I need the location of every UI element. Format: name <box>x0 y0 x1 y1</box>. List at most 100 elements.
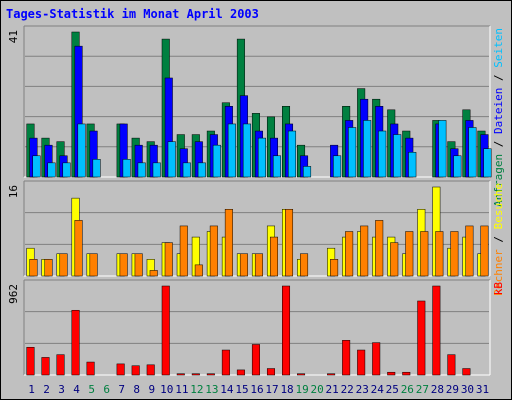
bar-kb-day-16 <box>251 344 260 376</box>
bar-seiten-day-23 <box>363 120 372 178</box>
bar-kb-day-3 <box>56 354 65 376</box>
bar-seiten-day-29 <box>453 155 462 178</box>
x-tick-label-day-26: 26 <box>401 383 414 396</box>
bar-rechner-day-22 <box>345 231 354 277</box>
x-tick-label-day-1: 1 <box>28 383 35 396</box>
legend-separator: / <box>492 229 505 249</box>
bar-seiten-day-31 <box>483 148 492 178</box>
x-tick-label-day-29: 29 <box>446 383 459 396</box>
bar-rechner-day-11 <box>179 225 188 277</box>
legend-entry-seiten: Seiten <box>492 28 505 68</box>
bar-rechner-day-16 <box>254 253 263 277</box>
bar-rechner-day-17 <box>269 236 278 277</box>
bar-kb-day-2 <box>41 357 50 376</box>
bar-rechner-day-19 <box>300 253 309 277</box>
legend-middle: Rechner / Besuche <box>492 183 505 296</box>
bar-rechner-day-25 <box>390 242 399 277</box>
bar-kb-day-11 <box>176 373 185 376</box>
x-tick-label-day-28: 28 <box>431 383 444 396</box>
bar-kb-day-21 <box>327 373 336 376</box>
bar-seiten-day-22 <box>348 127 357 178</box>
bar-seiten-day-15 <box>242 123 251 178</box>
legend-separator: / <box>492 68 505 88</box>
bar-rechner-day-28 <box>435 231 444 277</box>
bar-seiten-day-9 <box>152 162 161 178</box>
bar-rechner-day-18 <box>285 209 294 277</box>
bar-kb-day-12 <box>191 373 200 376</box>
legend-top: Anfragen / Dateien / Seiten <box>492 28 505 207</box>
bar-rechner-day-26 <box>405 231 414 277</box>
bar-seiten-day-30 <box>468 127 477 178</box>
bar-rechner-day-15 <box>239 253 248 277</box>
x-tick-label-day-3: 3 <box>58 383 65 396</box>
x-tick-label-day-23: 23 <box>356 383 369 396</box>
x-tick-label-day-8: 8 <box>133 383 140 396</box>
x-tick-label-day-2: 2 <box>43 383 50 396</box>
x-tick-label-day-17: 17 <box>265 383 278 396</box>
bar-kb-day-9 <box>146 364 155 376</box>
bar-kb-day-7 <box>116 363 125 376</box>
x-tick-label-day-13: 13 <box>205 383 218 396</box>
bar-rechner-day-2 <box>44 259 53 277</box>
x-tick-label-day-5: 5 <box>88 383 95 396</box>
bar-kb-day-22 <box>342 340 351 376</box>
legend-separator: / <box>492 134 505 154</box>
bar-seiten-day-4 <box>77 123 86 178</box>
bar-rechner-day-8 <box>134 253 143 277</box>
bar-seiten-day-10 <box>167 141 176 178</box>
bar-kb-day-15 <box>236 369 245 376</box>
bar-seiten-day-7 <box>122 159 131 178</box>
bar-seiten-day-28 <box>438 120 447 178</box>
bar-seiten-day-1 <box>32 155 41 178</box>
bar-rechner-day-9 <box>149 270 158 277</box>
legend-entry-besuche: Besuche <box>492 183 505 229</box>
x-tick-label-day-4: 4 <box>73 383 80 396</box>
bar-kb-day-13 <box>206 373 215 376</box>
bar-rechner-day-21 <box>330 259 339 277</box>
bar-rechner-day-30 <box>465 225 474 277</box>
bar-seiten-day-3 <box>62 162 71 178</box>
x-tick-label-day-18: 18 <box>280 383 293 396</box>
bar-kb-day-24 <box>372 342 381 376</box>
x-tick-label-day-6: 6 <box>103 383 110 396</box>
x-tick-label-day-30: 30 <box>461 383 474 396</box>
bar-kb-day-29 <box>447 354 456 376</box>
bar-seiten-day-12 <box>197 162 206 178</box>
x-tick-label-day-10: 10 <box>160 383 173 396</box>
bar-seiten-day-14 <box>227 123 236 178</box>
bar-rechner-day-5 <box>89 253 98 277</box>
bar-rechner-day-3 <box>59 253 68 277</box>
bar-seiten-day-19 <box>303 166 312 178</box>
bar-seiten-day-16 <box>257 137 266 178</box>
x-tick-label-day-14: 14 <box>220 383 234 396</box>
x-tick-label-day-16: 16 <box>250 383 263 396</box>
bar-kb-day-27 <box>417 300 426 376</box>
bar-kb-day-18 <box>282 285 291 376</box>
bar-seiten-day-17 <box>272 155 282 178</box>
y-max-label-middle: 16 <box>7 185 20 198</box>
x-tick-label-day-7: 7 <box>118 383 125 396</box>
y-max-label-bottom: 962 <box>7 284 20 304</box>
bar-seiten-day-11 <box>182 162 191 178</box>
bar-rechner-day-14 <box>224 209 233 277</box>
bar-rechner-day-7 <box>119 253 128 277</box>
x-tick-label-day-11: 11 <box>175 383 188 396</box>
legend-entry-kb: kB <box>492 282 505 296</box>
x-tick-label-day-22: 22 <box>341 383 354 396</box>
bar-rechner-day-4 <box>74 220 83 277</box>
x-tick-label-day-12: 12 <box>190 383 203 396</box>
bar-seiten-day-21 <box>333 155 342 178</box>
bar-rechner-day-12 <box>194 264 203 277</box>
bar-kb-day-14 <box>221 349 230 376</box>
bar-rechner-day-13 <box>209 225 218 277</box>
legend-bottom: kB <box>492 282 505 296</box>
bar-seiten-day-2 <box>47 162 56 178</box>
x-tick-label-day-31: 31 <box>476 383 489 396</box>
bar-kb-day-1 <box>26 346 35 376</box>
bar-seiten-day-26 <box>408 151 417 178</box>
bar-seiten-day-25 <box>393 134 402 178</box>
bar-kb-day-5 <box>86 361 95 376</box>
bar-kb-day-10 <box>161 285 170 376</box>
bar-seiten-day-24 <box>378 130 387 178</box>
